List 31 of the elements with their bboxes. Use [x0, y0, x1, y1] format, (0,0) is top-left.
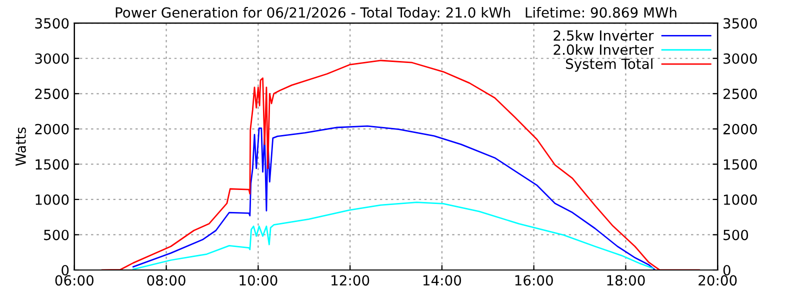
y2-tick-label: 3000: [724, 53, 757, 64]
y2-tick-label: 2000: [723, 124, 757, 134]
x-tick-label: 12:00: [332, 275, 370, 286]
x-tick-label: 20:00: [698, 275, 737, 286]
y-axis-title: Watts: [16, 127, 26, 166]
y2-tick-label: 500: [724, 230, 748, 240]
y2-tick-label: 1000: [724, 194, 757, 205]
y2-tick-label: 1500: [724, 159, 757, 170]
legend-label: System Total: [566, 58, 652, 72]
y2-tick-label: 0: [723, 264, 730, 276]
x-tick-label: 18:00: [607, 275, 645, 286]
y-tick-label: 3500: [35, 18, 69, 29]
x-tick-label: 06:00: [55, 275, 94, 286]
y-tick-label: 2000: [35, 124, 69, 134]
y-tick-label: 2500: [35, 88, 69, 100]
chart-title: Power Generation for 06/21/2026 - Total Today: 21.0 kWh Lifetime: 90.869 MWh: [116, 6, 676, 20]
y-tick-label: 1500: [36, 159, 69, 170]
y-tick-label: 0: [62, 264, 69, 276]
legend-label: 2.5kw Inverter: [554, 30, 654, 41]
legend-label: 2.0kw Inverter: [554, 44, 654, 55]
x-tick-label: 08:00: [147, 275, 186, 286]
x-tick-label: 16:00: [515, 275, 553, 286]
x-tick-label: 14:00: [423, 275, 462, 286]
y-tick-label: 500: [44, 230, 69, 240]
y-tick-label: 1000: [36, 194, 69, 205]
y2-tick-label: 3500: [724, 18, 757, 29]
y2-tick-label: 2500: [723, 88, 757, 100]
x-tick-label: 10:00: [240, 275, 278, 286]
line-series: [132, 125, 656, 270]
line-series: [132, 202, 654, 270]
y-tick-label: 3000: [35, 53, 69, 64]
